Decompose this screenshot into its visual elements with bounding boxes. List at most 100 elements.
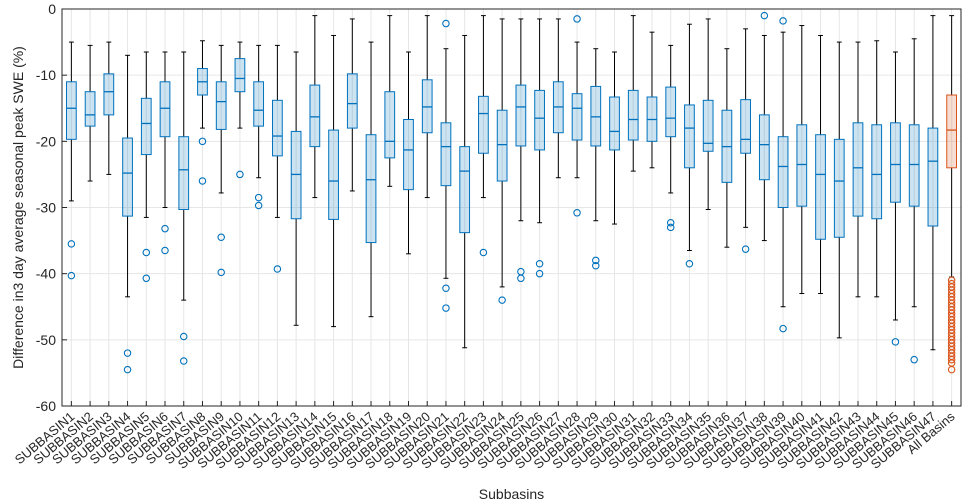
box-iqr bbox=[515, 84, 527, 147]
boxes bbox=[65, 11, 958, 374]
outlier-point bbox=[179, 357, 188, 365]
box-iqr bbox=[665, 86, 677, 138]
outlier-point bbox=[573, 15, 581, 23]
outlier-point bbox=[685, 259, 694, 268]
y-tick-label: 0 bbox=[48, 1, 56, 17]
box-iqr bbox=[946, 94, 958, 169]
box-10 bbox=[234, 41, 246, 179]
outlier-point bbox=[535, 269, 544, 278]
box-45 bbox=[890, 51, 901, 346]
box-29 bbox=[590, 48, 602, 270]
grid bbox=[62, 8, 961, 407]
y-tick-label: -10 bbox=[36, 67, 56, 83]
box-28 bbox=[571, 15, 583, 217]
box-iqr bbox=[702, 99, 714, 152]
box-iqr bbox=[309, 84, 321, 148]
box-iqr bbox=[890, 122, 901, 203]
box-31 bbox=[627, 15, 639, 172]
box-9 bbox=[215, 44, 227, 277]
outlier-point bbox=[442, 284, 450, 292]
box-25 bbox=[515, 18, 527, 283]
box-iqr bbox=[590, 85, 602, 147]
outlier-point bbox=[142, 248, 151, 257]
box-3 bbox=[103, 41, 115, 175]
outlier-point bbox=[217, 233, 225, 242]
box-iqr bbox=[496, 109, 508, 182]
box-iqr bbox=[833, 138, 845, 238]
box-19 bbox=[403, 51, 414, 255]
box-7 bbox=[178, 51, 190, 365]
outlier-point bbox=[760, 11, 769, 20]
box-37 bbox=[740, 28, 751, 253]
box-iqr bbox=[627, 89, 639, 141]
outlier-point bbox=[161, 246, 169, 255]
box-iqr bbox=[571, 93, 583, 141]
box-iqr bbox=[815, 134, 826, 240]
box-iqr bbox=[253, 81, 265, 127]
box-20 bbox=[421, 15, 433, 199]
box-18 bbox=[384, 15, 396, 187]
box-23 bbox=[478, 15, 489, 257]
outlier-point bbox=[442, 304, 450, 312]
outlier-point bbox=[498, 296, 506, 304]
outlier-point bbox=[479, 248, 488, 257]
box-30 bbox=[609, 51, 620, 225]
outlier-point bbox=[666, 223, 675, 232]
outlier-point bbox=[891, 338, 900, 346]
box-iqr bbox=[478, 95, 489, 154]
outlier-point bbox=[179, 332, 188, 341]
box-17 bbox=[365, 41, 377, 318]
outlier-point bbox=[142, 274, 151, 283]
x-axis-label: Subbasins bbox=[479, 486, 544, 502]
box-46 bbox=[908, 38, 920, 364]
box-iqr bbox=[384, 91, 396, 159]
outlier-point bbox=[198, 177, 207, 185]
box-iqr bbox=[871, 124, 883, 220]
box-iqr bbox=[234, 58, 246, 93]
outlier-point bbox=[442, 19, 450, 28]
box-iqr bbox=[534, 89, 545, 151]
box-48 bbox=[946, 15, 958, 374]
y-axis-ticks: 0 -10 -20 -30 -40 -50 -60 bbox=[36, 1, 67, 414]
outlier-point bbox=[779, 17, 787, 25]
box-iqr bbox=[328, 129, 339, 220]
outlier-point bbox=[273, 265, 282, 273]
box-iqr bbox=[684, 104, 695, 169]
outlier-point bbox=[779, 324, 787, 333]
box-41 bbox=[815, 34, 826, 295]
outlier-point bbox=[741, 245, 750, 253]
y-tick-label: -40 bbox=[36, 266, 56, 282]
box-16 bbox=[346, 18, 358, 192]
box-12 bbox=[272, 44, 283, 273]
box-iqr bbox=[65, 81, 77, 140]
box-24 bbox=[496, 18, 508, 304]
box-14 bbox=[309, 15, 321, 199]
y-tick-label: -20 bbox=[36, 133, 56, 149]
box-iqr bbox=[459, 146, 471, 234]
box-27 bbox=[552, 18, 564, 179]
box-1 bbox=[65, 41, 77, 280]
box-34 bbox=[684, 23, 695, 268]
outlier-point bbox=[910, 355, 918, 364]
box-iqr bbox=[440, 122, 452, 187]
box-11 bbox=[253, 44, 265, 210]
outlier-point bbox=[198, 137, 207, 146]
outlier-point bbox=[573, 209, 581, 217]
box-21 bbox=[440, 19, 452, 312]
box-iqr bbox=[421, 79, 433, 134]
box-8 bbox=[197, 40, 208, 185]
box-36 bbox=[721, 48, 733, 248]
outlier-point bbox=[535, 259, 544, 268]
y-tick-label: -60 bbox=[36, 398, 56, 414]
box-5 bbox=[140, 51, 152, 283]
box-iqr bbox=[290, 130, 302, 220]
outlier-point bbox=[517, 274, 525, 283]
box-32 bbox=[646, 31, 658, 169]
box-iqr bbox=[140, 97, 152, 156]
box-iqr bbox=[215, 81, 227, 130]
box-iqr bbox=[84, 91, 96, 127]
box-iqr bbox=[346, 73, 358, 129]
box-iqr bbox=[365, 134, 377, 244]
outlier-point bbox=[161, 224, 169, 233]
